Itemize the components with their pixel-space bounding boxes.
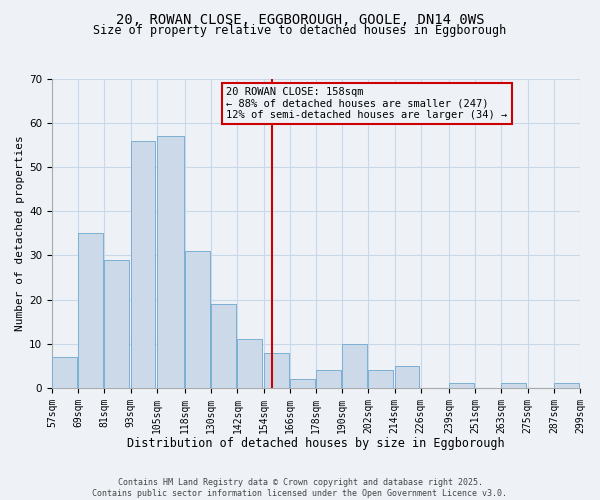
Text: Size of property relative to detached houses in Eggborough: Size of property relative to detached ho… bbox=[94, 24, 506, 37]
Bar bbox=[449, 384, 474, 388]
Text: 20 ROWAN CLOSE: 158sqm
← 88% of detached houses are smaller (247)
12% of semi-de: 20 ROWAN CLOSE: 158sqm ← 88% of detached… bbox=[226, 86, 508, 120]
Y-axis label: Number of detached properties: Number of detached properties bbox=[15, 136, 25, 332]
Bar bbox=[238, 340, 262, 388]
Bar bbox=[342, 344, 367, 388]
Bar bbox=[211, 304, 236, 388]
Bar bbox=[554, 384, 578, 388]
Bar bbox=[395, 366, 419, 388]
Bar bbox=[52, 357, 77, 388]
Bar bbox=[290, 379, 314, 388]
Bar bbox=[185, 251, 210, 388]
Bar bbox=[263, 352, 289, 388]
Bar bbox=[157, 136, 184, 388]
Bar bbox=[78, 234, 103, 388]
Bar bbox=[316, 370, 341, 388]
Text: Contains HM Land Registry data © Crown copyright and database right 2025.
Contai: Contains HM Land Registry data © Crown c… bbox=[92, 478, 508, 498]
Bar bbox=[131, 141, 155, 388]
Bar bbox=[368, 370, 393, 388]
X-axis label: Distribution of detached houses by size in Eggborough: Distribution of detached houses by size … bbox=[127, 437, 505, 450]
Text: 20, ROWAN CLOSE, EGGBOROUGH, GOOLE, DN14 0WS: 20, ROWAN CLOSE, EGGBOROUGH, GOOLE, DN14… bbox=[116, 12, 484, 26]
Bar bbox=[502, 384, 526, 388]
Bar bbox=[104, 260, 129, 388]
